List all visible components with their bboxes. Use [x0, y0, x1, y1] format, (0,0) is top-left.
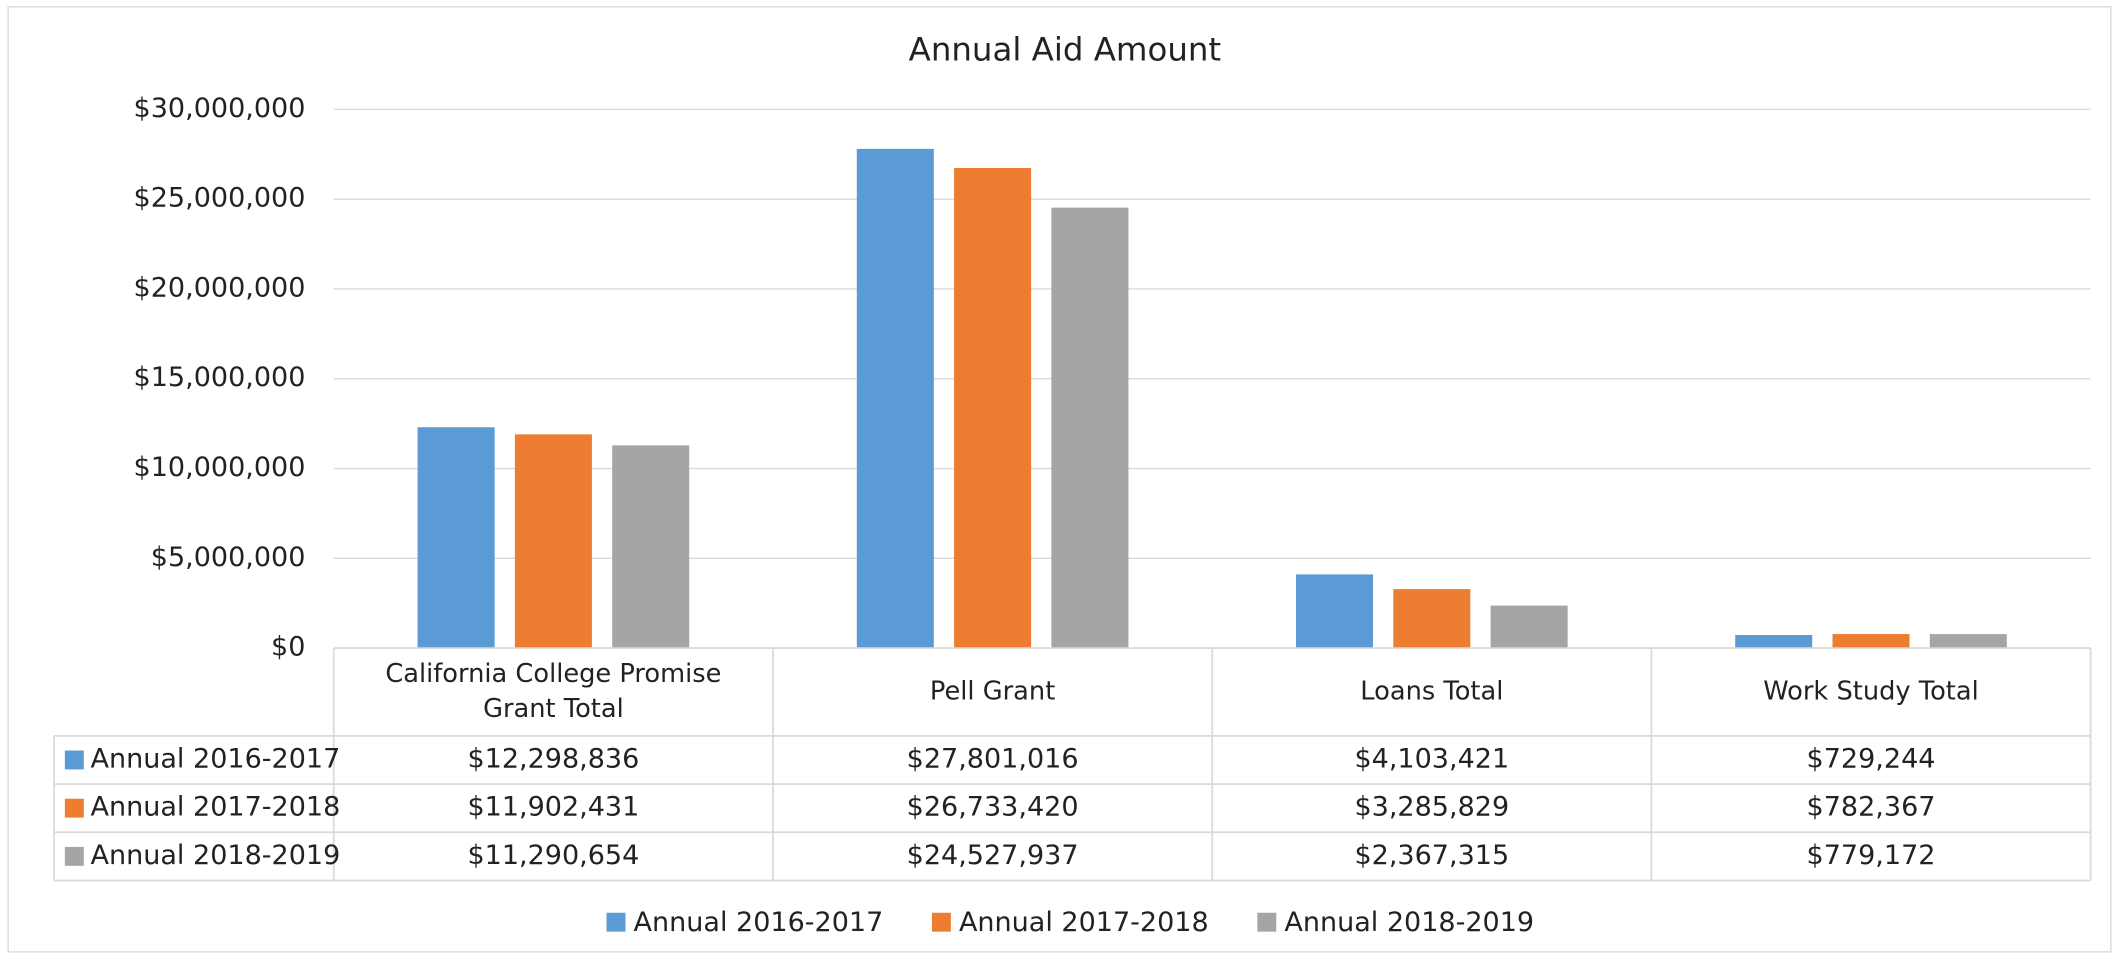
legend-key [931, 912, 951, 932]
category-cell: Pell Grant [929, 676, 1056, 706]
y-tick-label: $25,000,000 [134, 183, 306, 214]
table-series-name: Annual 2016-2017 [91, 743, 341, 774]
legend-key [1257, 912, 1277, 932]
bar [612, 445, 690, 649]
y-tick-label: $30,000,000 [134, 93, 306, 124]
table-series-name: Annual 2017-2018 [91, 792, 341, 823]
y-tick-label: $10,000,000 [134, 452, 306, 483]
data-label: $12,298,836 [467, 743, 639, 774]
bar [1929, 634, 2007, 649]
table-legend-key [64, 750, 84, 770]
table-legend-key [64, 846, 84, 866]
legend-label: Annual 2016-2017 [634, 907, 884, 938]
y-tick-label: $5,000,000 [151, 542, 306, 573]
data-label: $24,527,937 [907, 840, 1079, 871]
category-cell: California College Promise Grant Total [385, 658, 722, 724]
x-tick-label: Loans Total [1360, 676, 1504, 706]
bar [1295, 574, 1374, 649]
table-series-name: Annual 2018-2019 [91, 840, 341, 871]
data-label: $4,103,421 [1354, 743, 1509, 774]
data-label: $729,244 [1807, 743, 1936, 774]
y-tick-label: $0 [271, 632, 305, 663]
bar [954, 168, 1032, 649]
data-label: $2,367,315 [1354, 840, 1509, 871]
data-label: $26,733,420 [907, 792, 1079, 823]
x-tick-label: Pell Grant [929, 676, 1056, 706]
data-label: $11,290,654 [467, 840, 639, 871]
bar [1490, 605, 1568, 649]
bar [1393, 589, 1471, 649]
table-legend-key [64, 798, 84, 818]
legend-label: Annual 2017-2018 [959, 907, 1209, 938]
data-label: $11,902,431 [467, 792, 639, 823]
y-tick-label: $20,000,000 [134, 272, 306, 303]
bar [1832, 634, 1910, 649]
bar [1735, 635, 1813, 649]
bar [1051, 207, 1129, 649]
data-label: $27,801,016 [907, 743, 1079, 774]
chart-title: Annual Aid Amount [909, 30, 1221, 68]
data-label: $779,172 [1807, 840, 1936, 871]
category-cell: Work Study Total [1763, 676, 1979, 706]
bar [514, 434, 592, 649]
x-tick-label: California College Promise Grant Total [385, 658, 722, 724]
legend-label: Annual 2018-2019 [1284, 907, 1534, 938]
bar [417, 427, 495, 649]
y-tick-label: $15,000,000 [134, 362, 306, 393]
data-label: $782,367 [1807, 792, 1936, 823]
bar [856, 148, 934, 649]
x-tick-label: Work Study Total [1763, 676, 1979, 706]
legend-key [606, 912, 626, 932]
data-label: $3,285,829 [1354, 792, 1509, 823]
category-cell: Loans Total [1360, 676, 1504, 706]
